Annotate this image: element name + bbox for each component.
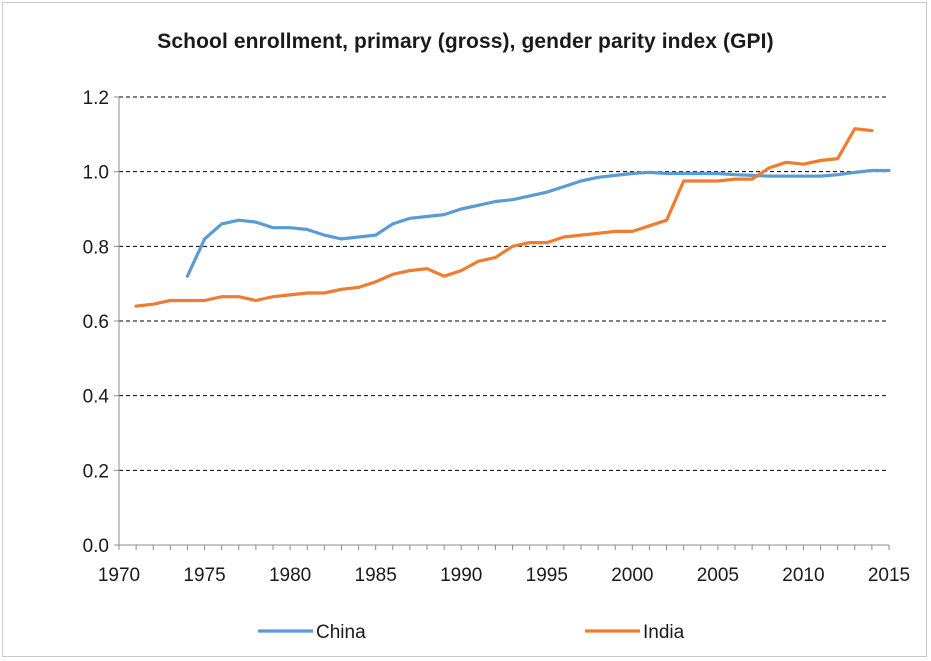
y-tick-label: 0.2	[83, 461, 109, 482]
x-tick-label: 1970	[98, 565, 140, 586]
x-tick-label: 2010	[782, 565, 824, 586]
y-tick-label: 1.2	[83, 88, 109, 109]
x-tick-label: 1975	[183, 565, 225, 586]
chart-title: School enrollment, primary (gross), gend…	[157, 30, 774, 53]
series-line-india	[134, 127, 874, 308]
x-tick-label: 1985	[355, 565, 397, 586]
x-tick-label: 2005	[697, 565, 739, 586]
y-tick-label: 0.0	[83, 536, 109, 557]
axes: 0.0 0.2 0.4 0.6 0.8 1.0 1.2 1970 1975 1980 1985 199…	[83, 88, 911, 586]
series-lines	[134, 127, 891, 308]
gridlines	[119, 96, 889, 471]
series-line-china	[185, 168, 891, 278]
legend: China India	[258, 622, 685, 643]
x-tick-label: 2015	[868, 565, 910, 586]
x-tick-label: 2000	[611, 565, 653, 586]
legend-label-india: India	[643, 622, 685, 643]
legend-label-china: China	[316, 622, 366, 643]
y-tick-label: 0.4	[83, 387, 110, 408]
y-tick-label: 0.6	[83, 312, 109, 333]
y-tick-label: 1.0	[83, 163, 109, 184]
x-tick-label: 1980	[269, 565, 311, 586]
x-tick-label: 1995	[526, 565, 568, 586]
y-tick-label: 0.8	[83, 237, 109, 258]
x-tick-label: 1990	[440, 565, 482, 586]
